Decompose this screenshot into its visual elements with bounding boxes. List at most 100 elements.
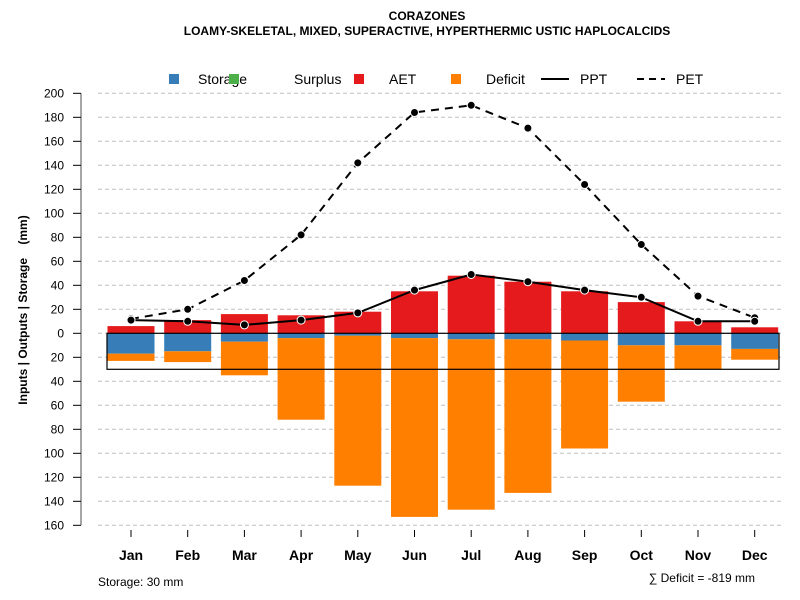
y-tick-label: 160: [44, 134, 64, 148]
ppt-point-oct: [636, 292, 646, 302]
y-tick-label: 40: [51, 278, 65, 292]
bar-aet-nov: [674, 321, 722, 334]
bar-aet-jun: [391, 291, 438, 334]
pet-point-oct: [636, 240, 646, 249]
bar-storage-oct: [617, 333, 665, 346]
legend-swatch: [451, 74, 461, 84]
legend: Storage Surplus AET Deficit PPT PET: [169, 71, 704, 87]
pet-point-jul: [466, 100, 476, 110]
y-tick-label: 80: [51, 230, 65, 244]
deficit-sum-annotation: ∑ Deficit = -819 mm: [649, 571, 755, 585]
bar-aet-aug: [504, 281, 552, 334]
y-tick-label: 20: [51, 302, 65, 316]
x-tick-label-jan: Jan: [119, 547, 143, 563]
bar-aet-may: [334, 311, 382, 334]
y-tick-label: 140: [44, 158, 64, 172]
ppt-point-apr: [296, 315, 306, 325]
bar-storage-may: [334, 333, 382, 336]
pet-point-sep: [580, 180, 590, 189]
x-tick-label-may: May: [344, 547, 371, 563]
y-tick-label: 100: [44, 206, 64, 220]
legend-label: Surplus: [294, 71, 341, 87]
bar-deficit-mar: [220, 341, 268, 376]
bar-storage-mar: [220, 333, 268, 342]
legend-swatch: [169, 74, 179, 84]
bar-storage-jun: [391, 333, 438, 339]
bars: [107, 275, 779, 517]
x-tick-label-mar: Mar: [232, 547, 257, 563]
bar-aet-oct: [617, 302, 665, 334]
y-tick-label: 60: [51, 254, 65, 268]
y-tick-label: 40: [51, 374, 65, 388]
y-tick-label: 200: [44, 86, 64, 100]
ppt-point-sep: [580, 285, 590, 295]
bar-aet-sep: [561, 291, 609, 334]
x-tick-label-dec: Dec: [742, 547, 768, 563]
ppt-point-jan: [126, 315, 136, 325]
bar-storage-sep: [561, 333, 609, 341]
ppt-point-jul: [466, 270, 476, 279]
bar-deficit-feb: [164, 351, 212, 363]
grid-lines: [98, 92, 782, 526]
bar-deficit-sep: [561, 340, 609, 449]
bar-deficit-aug: [504, 339, 552, 493]
bar-deficit-jan: [107, 353, 155, 361]
chart-title: CORAZONES: [389, 9, 466, 23]
y-tick-label: 0: [57, 326, 64, 340]
bar-aet-jan: [107, 326, 155, 334]
legend-label: PET: [676, 71, 704, 87]
ppt-point-may: [353, 308, 363, 318]
bar-storage-feb: [164, 333, 212, 352]
bar-aet-feb: [164, 320, 212, 334]
bar-storage-jul: [447, 333, 495, 340]
storage-annotation: Storage: 30 mm: [98, 575, 183, 589]
pet-point-apr: [296, 230, 306, 240]
bar-deficit-jun: [391, 338, 438, 517]
legend-item-pet: PET: [637, 71, 704, 87]
series-lines: [126, 100, 760, 330]
y-axis-title: Inputs | Outputs | Storage (mm): [16, 215, 30, 404]
legend-item-surplus: Surplus: [229, 71, 341, 87]
ppt-point-mar: [239, 320, 249, 330]
x-tick-label-oct: Oct: [630, 547, 654, 563]
x-tick-label-aug: Aug: [514, 547, 541, 563]
legend-item-aet: AET: [354, 71, 417, 87]
ppt-point-jun: [410, 285, 419, 295]
x-tick-label-jun: Jun: [402, 547, 427, 563]
legend-item-deficit: Deficit: [451, 71, 525, 87]
x-axis: Jan Feb Mar Apr May Jun Jul Aug Sep Oct Nov Dec: [119, 530, 768, 563]
y-tick-label: 100: [44, 446, 64, 460]
legend-swatch: [354, 74, 364, 84]
bar-storage-jan: [107, 333, 155, 354]
y-tick-label: 80: [51, 422, 65, 436]
x-tick-label-feb: Feb: [175, 547, 200, 563]
pet-point-mar: [239, 276, 249, 285]
y-tick-label: 120: [44, 182, 64, 196]
bar-aet-jul: [447, 275, 495, 334]
bar-storage-apr: [277, 333, 325, 339]
ppt-point-feb: [183, 316, 193, 326]
y-tick-label: 140: [44, 494, 64, 508]
y-tick-label: 160: [44, 518, 64, 532]
x-tick-label-sep: Sep: [572, 547, 598, 563]
bar-storage-aug: [504, 333, 552, 340]
pet-line: [130, 104, 756, 320]
ppt-point-dec: [750, 316, 760, 326]
legend-swatch: [229, 74, 239, 84]
y-tick-label: 120: [44, 470, 64, 484]
bar-deficit-oct: [617, 345, 665, 402]
ppt-point-aug: [523, 277, 533, 287]
bar-deficit-nov: [674, 345, 722, 370]
x-tick-label-nov: Nov: [685, 547, 712, 563]
bar-storage-dec: [731, 333, 779, 349]
y-tick-label: 20: [51, 350, 65, 364]
storage-capacity-rect: [106, 332, 780, 370]
ppt-line: [130, 273, 755, 326]
bar-deficit-apr: [277, 338, 325, 420]
bar-storage-nov: [674, 333, 722, 346]
bar-deficit-jul: [447, 339, 495, 510]
y-tick-label: 180: [44, 110, 64, 124]
y-tick-label: 60: [51, 398, 65, 412]
bar-deficit-may: [334, 335, 382, 486]
